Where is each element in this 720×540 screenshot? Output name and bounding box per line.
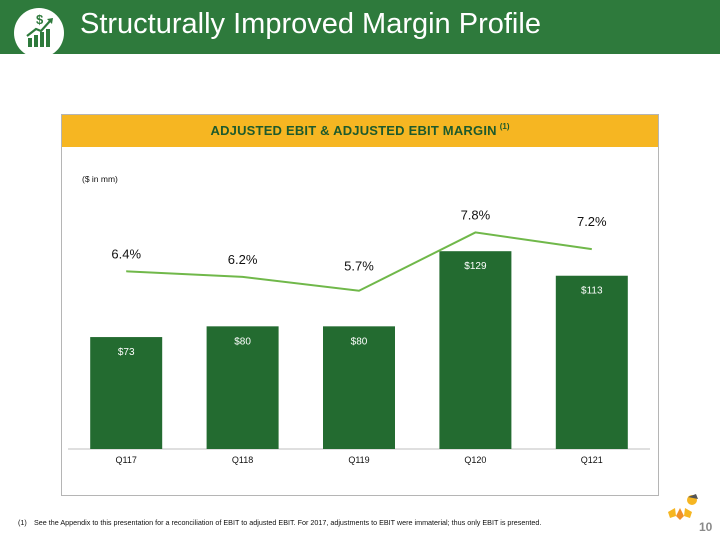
x-tick-label: Q118 bbox=[232, 455, 253, 465]
margin-label: 7.2% bbox=[577, 214, 607, 229]
units-label: ($ in mm) bbox=[82, 174, 118, 184]
bar-value-label: $129 bbox=[464, 261, 487, 272]
bar-value-label: $73 bbox=[118, 347, 135, 358]
growth-chart-icon: $ bbox=[14, 8, 64, 58]
bar-value-label: $80 bbox=[351, 336, 368, 347]
chart-title: ADJUSTED EBIT & ADJUSTED EBIT MARGIN bbox=[210, 123, 497, 138]
page-title: Structurally Improved Margin Profile bbox=[80, 8, 541, 40]
margin-label: 6.4% bbox=[111, 246, 141, 261]
x-tick-label: Q120 bbox=[464, 455, 486, 465]
footnote: (1) See the Appendix to this presentation… bbox=[18, 518, 541, 527]
margin-label: 5.7% bbox=[344, 259, 374, 274]
bar bbox=[90, 337, 163, 449]
chart-panel: ADJUSTED EBIT & ADJUSTED EBIT MARGIN (1) … bbox=[61, 114, 659, 496]
bar bbox=[555, 275, 628, 449]
chart-title-footnote-ref: (1) bbox=[499, 121, 510, 131]
x-tick-label: Q119 bbox=[348, 455, 369, 465]
x-tick-label: Q121 bbox=[581, 455, 603, 465]
margin-line bbox=[126, 231, 592, 292]
margin-label: 7.8% bbox=[461, 207, 491, 222]
bar bbox=[206, 326, 279, 449]
ebit-chart: $73 Q117 $80 Q118 $80 Q119 $129 Q120 $113 Q121 6.4… bbox=[68, 207, 650, 465]
svg-text:$: $ bbox=[36, 12, 44, 27]
title-bar: $ Structurally Improved Margin Profile bbox=[0, 0, 720, 58]
chart-header: ADJUSTED EBIT & ADJUSTED EBIT MARGIN (1) bbox=[62, 115, 658, 147]
bar-value-label: $113 bbox=[581, 286, 603, 297]
margin-label: 6.2% bbox=[228, 252, 258, 267]
bar bbox=[439, 251, 512, 449]
footnote-number: (1) bbox=[18, 518, 27, 527]
bar bbox=[323, 326, 395, 449]
x-tick-label: Q117 bbox=[116, 455, 137, 465]
bar-value-label: $80 bbox=[234, 336, 251, 347]
footnote-text: See the Appendix to this presentation fo… bbox=[34, 518, 542, 527]
company-logo bbox=[658, 490, 702, 531]
page-number: 10 bbox=[699, 520, 713, 534]
